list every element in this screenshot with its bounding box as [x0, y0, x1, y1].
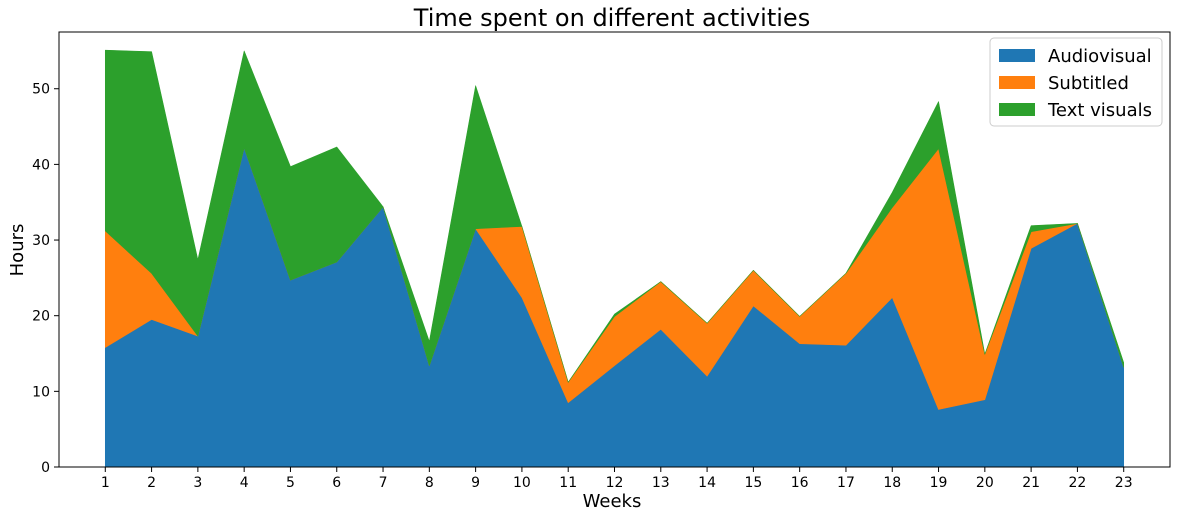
- x-tick-label: 21: [1022, 475, 1040, 491]
- x-tick-label: 4: [240, 475, 249, 491]
- x-tick-label: 2: [147, 475, 156, 491]
- legend-swatch-audiovisual: [999, 49, 1035, 62]
- x-tick-label: 15: [744, 475, 762, 491]
- series-layer: [104, 49, 1125, 468]
- y-tick-label: 40: [32, 157, 50, 173]
- y-axis: 0 10 20 30 40 50: [32, 82, 59, 476]
- chart-title: Time spent on different activities: [413, 4, 810, 32]
- legend-label-text-visuals: Text visuals: [1047, 100, 1152, 121]
- y-tick-label: 30: [32, 233, 50, 249]
- x-tick-label: 14: [698, 475, 716, 491]
- x-tick-label: 10: [513, 475, 531, 491]
- x-tick-label: 23: [1115, 475, 1133, 491]
- y-tick-label: 20: [32, 309, 50, 325]
- x-tick-label: 20: [976, 475, 994, 491]
- legend-swatch-subtitled: [999, 76, 1035, 89]
- x-tick-label: 7: [379, 475, 388, 491]
- x-axis-title: Weeks: [583, 491, 642, 512]
- x-tick-label: 12: [606, 475, 624, 491]
- x-tick-label: 13: [652, 475, 670, 491]
- x-tick-label: 17: [837, 475, 855, 491]
- x-tick-label: 9: [471, 475, 480, 491]
- x-tick-label: 6: [332, 475, 341, 491]
- plot-area: [58, 31, 1171, 468]
- legend-items: Audiovisual Subtitled Text visuals: [999, 46, 1152, 121]
- legend-label-audiovisual: Audiovisual: [1048, 46, 1152, 67]
- x-tick-label: 3: [193, 475, 202, 491]
- x-tick-label: 18: [883, 475, 901, 491]
- legend: Audiovisual Subtitled Text visuals: [989, 37, 1163, 127]
- y-tick-label: 0: [41, 460, 50, 476]
- x-tick-label: 22: [1069, 475, 1087, 491]
- x-tick-label: 1: [101, 475, 110, 491]
- x-axis: 1 2 3 4 5 6 7 8 9 10 11 12 13 14 15 16 17 18 19 20 21 22 23: [101, 467, 1133, 491]
- legend-swatch-text-visuals: [999, 103, 1035, 116]
- legend-label-subtitled: Subtitled: [1048, 73, 1129, 94]
- x-tick-label: 11: [559, 475, 577, 491]
- y-axis-title: Hours: [7, 224, 28, 277]
- x-tick-label: 8: [425, 475, 434, 491]
- x-tick-label: 16: [791, 475, 809, 491]
- area-series-text-visuals: [104, 49, 1125, 383]
- y-tick-label: 10: [32, 384, 50, 400]
- x-tick-label: 19: [930, 475, 948, 491]
- y-tick-label: 50: [32, 82, 50, 98]
- x-tick-label: 5: [286, 475, 295, 491]
